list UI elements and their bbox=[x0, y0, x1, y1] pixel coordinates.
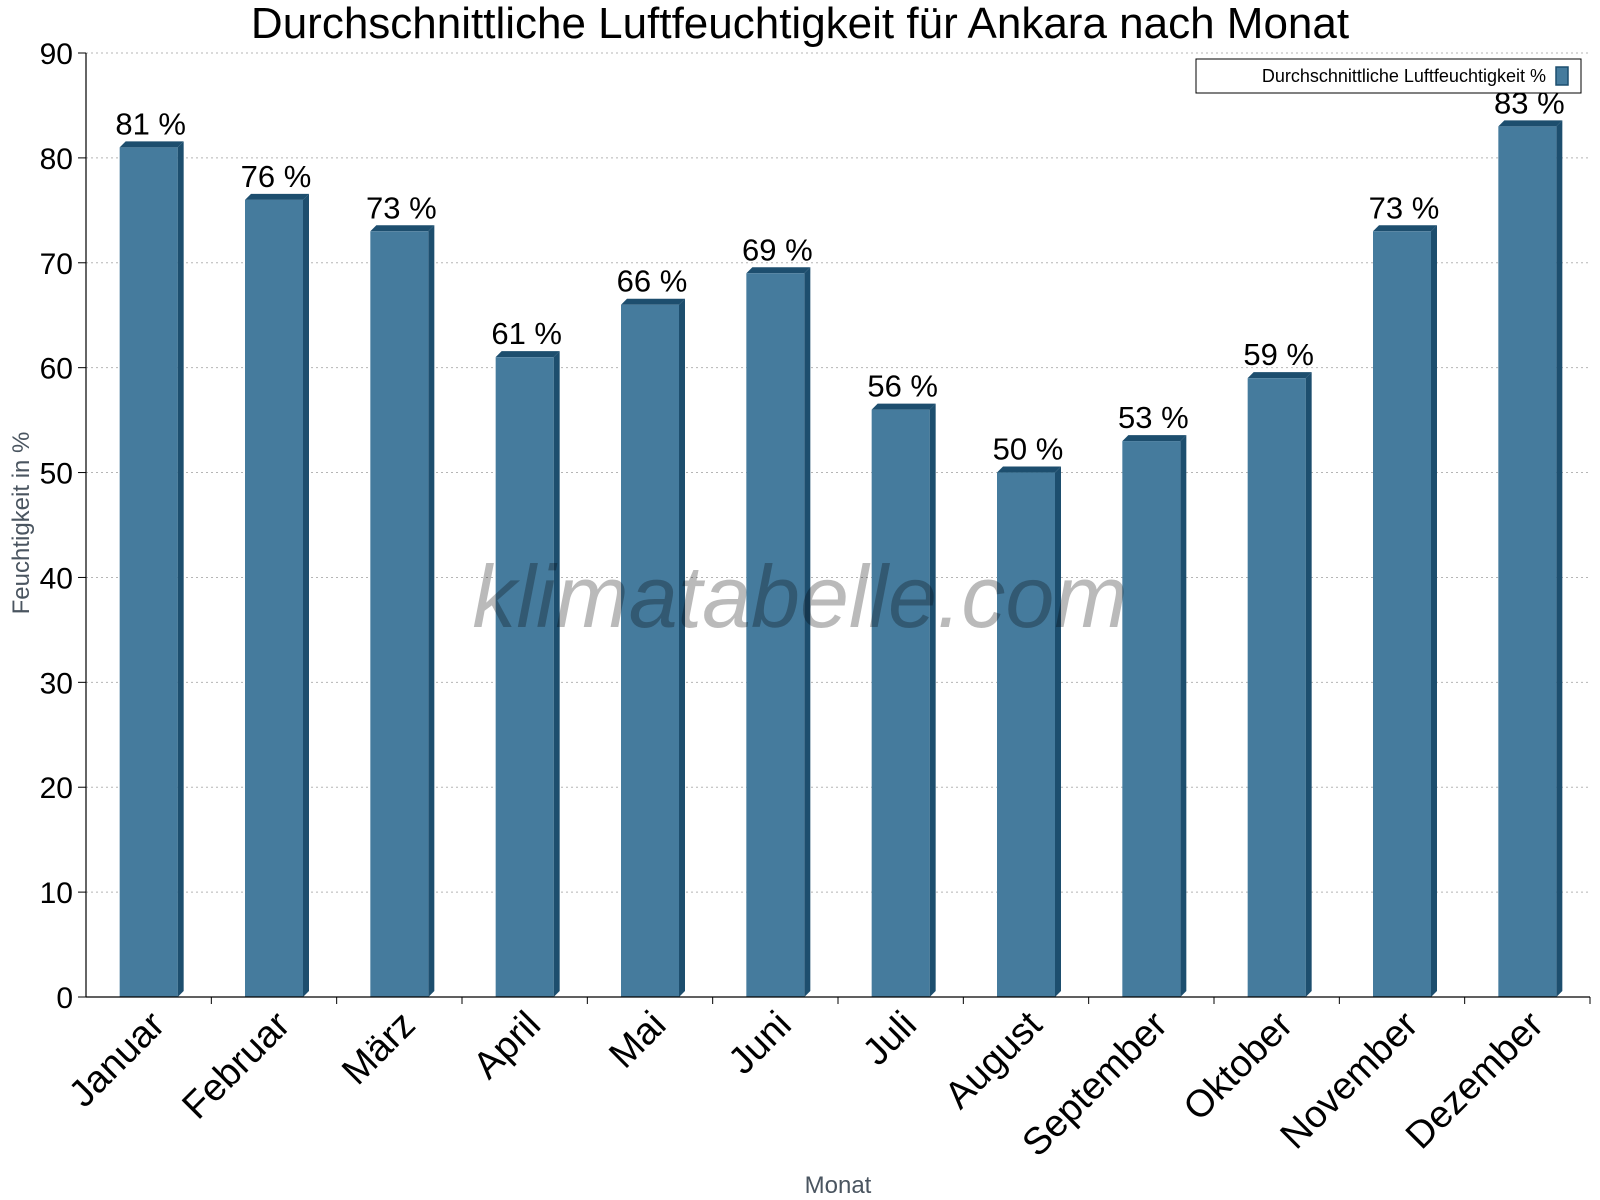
bar-side bbox=[1055, 466, 1061, 997]
y-tick-label: 20 bbox=[40, 772, 73, 805]
x-tick-label: Juli bbox=[855, 1004, 925, 1074]
data-label: 66 % bbox=[617, 264, 688, 299]
bar-front bbox=[370, 231, 429, 998]
bar-side bbox=[303, 193, 309, 997]
bar-front bbox=[871, 409, 930, 998]
bar-top bbox=[245, 193, 309, 200]
x-tick-label: Juni bbox=[721, 1004, 800, 1083]
x-tick-label: Januar bbox=[61, 1003, 173, 1115]
bar bbox=[1373, 225, 1437, 998]
bar-side bbox=[679, 298, 685, 997]
y-tick-labels: 0 10 20 30 40 50 60 70 80 90 bbox=[40, 38, 73, 1015]
bar-top bbox=[871, 403, 936, 410]
bar-front bbox=[495, 357, 554, 998]
bar bbox=[245, 193, 309, 997]
x-tick-label: Dezember bbox=[1398, 1003, 1552, 1157]
bar bbox=[1498, 120, 1563, 997]
data-label: 59 % bbox=[1243, 337, 1314, 372]
chart-title: Durchschnittliche Luftfeuchtigkeit für A… bbox=[251, 0, 1349, 48]
bar-side bbox=[428, 225, 435, 998]
legend: Durchschnittliche Luftfeuchtigkeit % bbox=[1195, 58, 1582, 94]
bar-front bbox=[621, 304, 679, 997]
legend-swatch bbox=[1555, 66, 1569, 86]
x-tick-label: August bbox=[937, 1003, 1051, 1117]
bar-top bbox=[370, 225, 435, 232]
bar bbox=[119, 141, 184, 997]
bar-top bbox=[1122, 435, 1187, 442]
bar-front bbox=[1122, 441, 1181, 998]
bar-top bbox=[1373, 225, 1437, 232]
bar-top bbox=[1498, 120, 1563, 127]
y-tick-label: 40 bbox=[40, 562, 73, 595]
bar bbox=[997, 466, 1061, 997]
bar-front bbox=[245, 199, 303, 997]
bar-front bbox=[997, 472, 1055, 997]
y-tick-label: 30 bbox=[40, 667, 73, 700]
bar-front bbox=[1373, 231, 1431, 998]
bar bbox=[495, 351, 560, 998]
bar-side bbox=[177, 141, 184, 997]
x-tick-label: Februar bbox=[175, 1003, 299, 1127]
data-label: 81 % bbox=[115, 106, 186, 141]
data-label: 76 % bbox=[241, 159, 312, 194]
bar-front bbox=[1247, 378, 1306, 998]
bar-side bbox=[1180, 435, 1187, 998]
data-label: 73 % bbox=[1369, 190, 1440, 225]
x-tick-labels: Januar Februar März April Mai Juni Juli AugustS… bbox=[61, 1003, 1552, 1164]
bar-side bbox=[804, 267, 811, 997]
bar-top bbox=[997, 466, 1061, 473]
data-label: 56 % bbox=[867, 369, 938, 404]
y-tick-label: 60 bbox=[40, 353, 73, 386]
y-axis-title: Feuchtigkeit in % bbox=[8, 432, 35, 615]
legend-label: Durchschnittliche Luftfeuchtigkeit % bbox=[1262, 66, 1546, 86]
bar-top bbox=[495, 351, 560, 358]
bars bbox=[119, 120, 1563, 998]
y-tick-label: 10 bbox=[40, 877, 73, 910]
bar bbox=[370, 225, 435, 998]
bar bbox=[1247, 372, 1312, 998]
bar-side bbox=[1305, 372, 1312, 998]
bar-front bbox=[746, 273, 805, 997]
bar-top bbox=[119, 141, 184, 148]
bar-front bbox=[119, 147, 178, 997]
y-tick-label: 70 bbox=[40, 248, 73, 281]
y-tick-label: 0 bbox=[56, 982, 73, 1015]
bar-top bbox=[621, 298, 685, 305]
bar bbox=[1122, 435, 1187, 998]
watermark: klimatabelle.com bbox=[472, 547, 1127, 646]
bar bbox=[871, 403, 936, 998]
data-label: 50 % bbox=[993, 432, 1064, 467]
bar bbox=[746, 267, 811, 997]
bar-top bbox=[746, 267, 811, 274]
data-label: 73 % bbox=[366, 190, 437, 225]
x-axis-title: Monat bbox=[805, 1172, 872, 1199]
bar-side bbox=[553, 351, 560, 998]
grid-lines bbox=[86, 52, 1590, 893]
y-tick-label: 90 bbox=[40, 38, 73, 71]
data-labels: 81 % 76 % 73 % 61 % 66 % 69 % 56 % 50 % 53 % 59 %… bbox=[115, 85, 1564, 466]
x-tick-label: März bbox=[334, 1004, 423, 1093]
bar-top bbox=[1247, 372, 1312, 379]
data-label: 69 % bbox=[742, 232, 813, 267]
legend-box bbox=[1195, 58, 1582, 94]
y-tick-label: 50 bbox=[40, 458, 73, 491]
x-tick-label: April bbox=[466, 1004, 549, 1087]
bar-side bbox=[1431, 225, 1437, 998]
x-tick-label: Oktober bbox=[1176, 1003, 1302, 1129]
axes bbox=[78, 52, 1591, 1004]
data-label: 53 % bbox=[1118, 400, 1189, 435]
x-tick-label: Mai bbox=[601, 1004, 674, 1077]
bar-side bbox=[929, 403, 936, 998]
bar-front bbox=[1498, 126, 1557, 997]
bar-side bbox=[1556, 120, 1563, 997]
data-label: 61 % bbox=[491, 316, 562, 351]
bar bbox=[621, 298, 685, 997]
y-tick-label: 80 bbox=[40, 143, 73, 176]
